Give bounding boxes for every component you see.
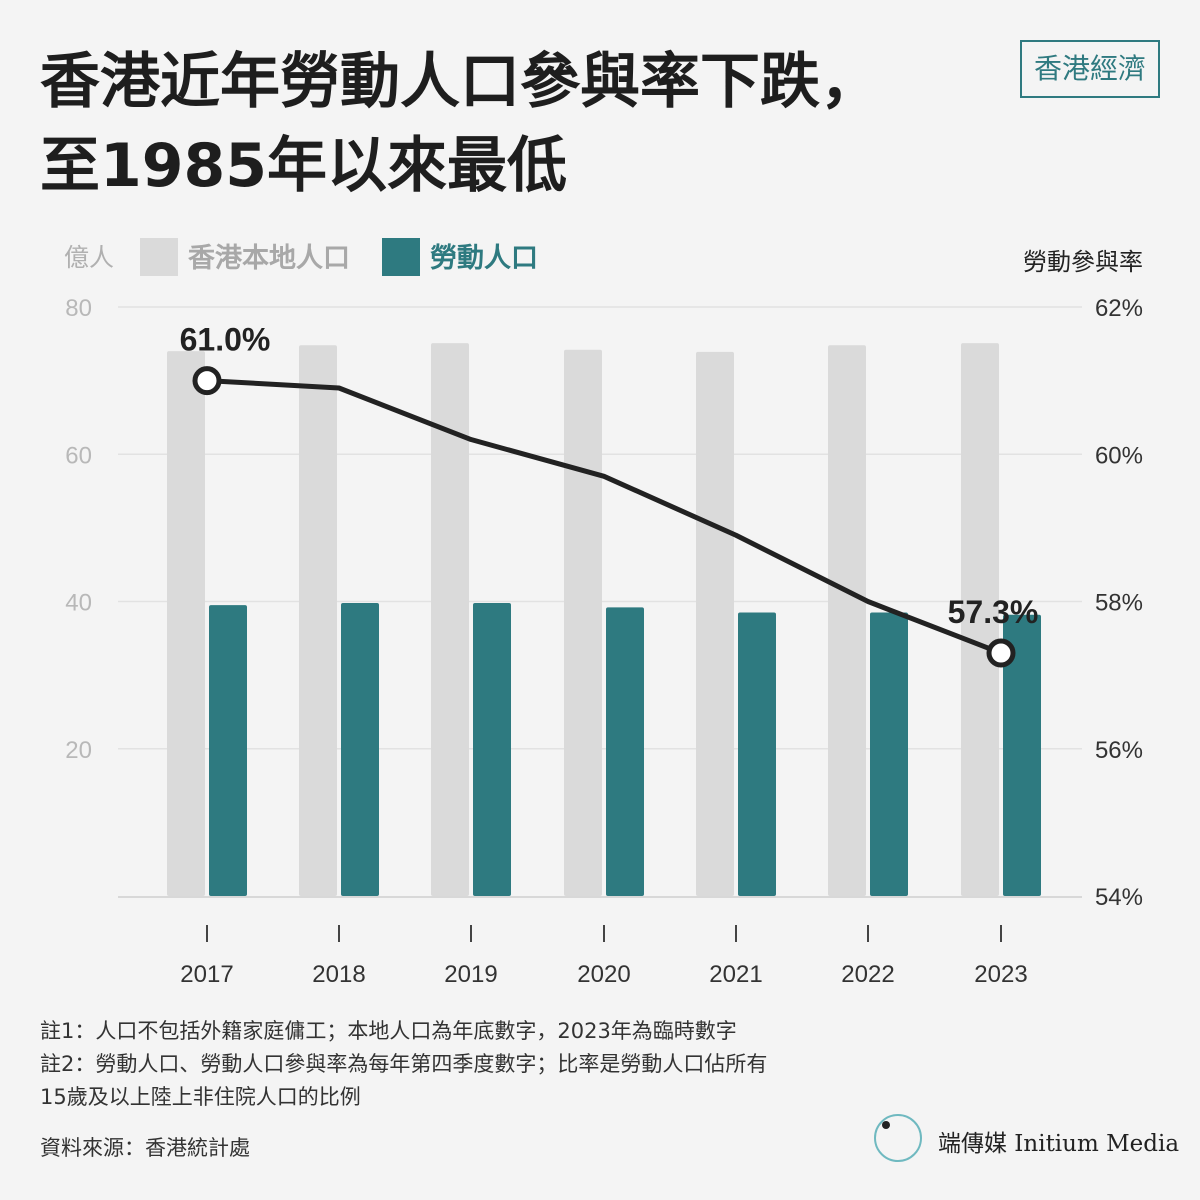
right-tick-label-60: 60% [1095, 442, 1143, 469]
note-2-line-1: 註2：勞動人口、勞動人口參與率為每年第四季度數字；比率是勞動人口佔所有 [40, 1052, 768, 1076]
right-tick-label-58: 58% [1095, 590, 1143, 617]
rate-annotation-2017: 61.0% [180, 322, 271, 358]
x-tick-label-2017: 2017 [180, 961, 233, 988]
title-line-1: 香港近年勞動人口參與率下跌， [40, 47, 880, 117]
x-tick-label-2021: 2021 [709, 961, 762, 988]
legend-label-labor: 勞動人口 [430, 243, 538, 274]
logo-text: 端傳媒 Initium Media [938, 1131, 1180, 1157]
left-tick-label-60: 60 [65, 442, 92, 469]
source-credit: 資料來源：香港統計處 [40, 1136, 250, 1160]
right-tick-label-54: 54% [1095, 884, 1143, 911]
legend-swatch-labor [382, 238, 420, 276]
legend-label-population: 香港本地人口 [188, 243, 350, 274]
x-tick-label-2020: 2020 [577, 961, 630, 988]
bar-labor-2018 [341, 602, 379, 896]
left-axis-unit: 億人 [64, 243, 114, 272]
note-2-line-2: 15歲及以上陸上非住院人口的比例 [40, 1085, 361, 1109]
bar-labor-2021 [738, 612, 776, 896]
bar-population-2023 [961, 343, 999, 896]
chart: 20 40 60 80 54% 56% 58% 60% 62% 億人 勞動參與率 香港本地人口 勞動人口… [64, 238, 1143, 988]
bar-labor-2017 [209, 605, 247, 896]
bar-population-2020 [564, 349, 602, 896]
bar-population-2022 [828, 345, 866, 896]
brand-logo[interactable]: 端傳媒 Initium Media [874, 1114, 1179, 1166]
x-tick-label-2023: 2023 [974, 961, 1027, 988]
rate-annotation-2023: 57.3% [948, 594, 1039, 630]
x-tick-label-2019: 2019 [444, 961, 497, 988]
right-tick-label-62: 62% [1095, 295, 1143, 322]
title-line-2: 至1985年以來最低 [40, 131, 567, 201]
rate-line [204, 378, 1004, 656]
bar-population-2017 [167, 351, 205, 896]
logo-circle-icon [874, 1114, 922, 1162]
bar-population-2018 [299, 345, 337, 896]
x-tick-label-2018: 2018 [312, 961, 365, 988]
bar-population-2021 [696, 351, 734, 896]
note-1: 註1：人口不包括外籍家庭傭工；本地人口為年底數字，2023年為臨時數字 [40, 1019, 737, 1043]
bar-labor-2022 [870, 612, 908, 896]
footnotes: 註1：人口不包括外籍家庭傭工；本地人口為年底數字，2023年為臨時數字 註2：勞… [40, 1015, 880, 1114]
left-tick-label-40: 40 [65, 590, 92, 617]
bar-labor-2023 [1003, 614, 1041, 896]
left-tick-label-20: 20 [65, 737, 92, 764]
legend-swatch-population [140, 238, 178, 276]
right-axis-label: 勞動參與率 [1023, 248, 1143, 276]
bar-population-2019 [431, 343, 469, 896]
right-tick-label-56: 56% [1095, 737, 1143, 764]
page-title: 香港近年勞動人口參與率下跌， 至1985年以來最低 [40, 40, 960, 208]
logo-dot-icon [882, 1121, 890, 1129]
bar-labor-2020 [606, 607, 644, 896]
rate-point-2017 [192, 366, 222, 396]
rate-point-2023 [986, 638, 1016, 668]
bar-labor-2019 [473, 602, 511, 896]
left-tick-label-80: 80 [65, 295, 92, 322]
section-tag[interactable]: 香港經濟 [1019, 40, 1160, 98]
x-tick-label-2022: 2022 [841, 961, 894, 988]
